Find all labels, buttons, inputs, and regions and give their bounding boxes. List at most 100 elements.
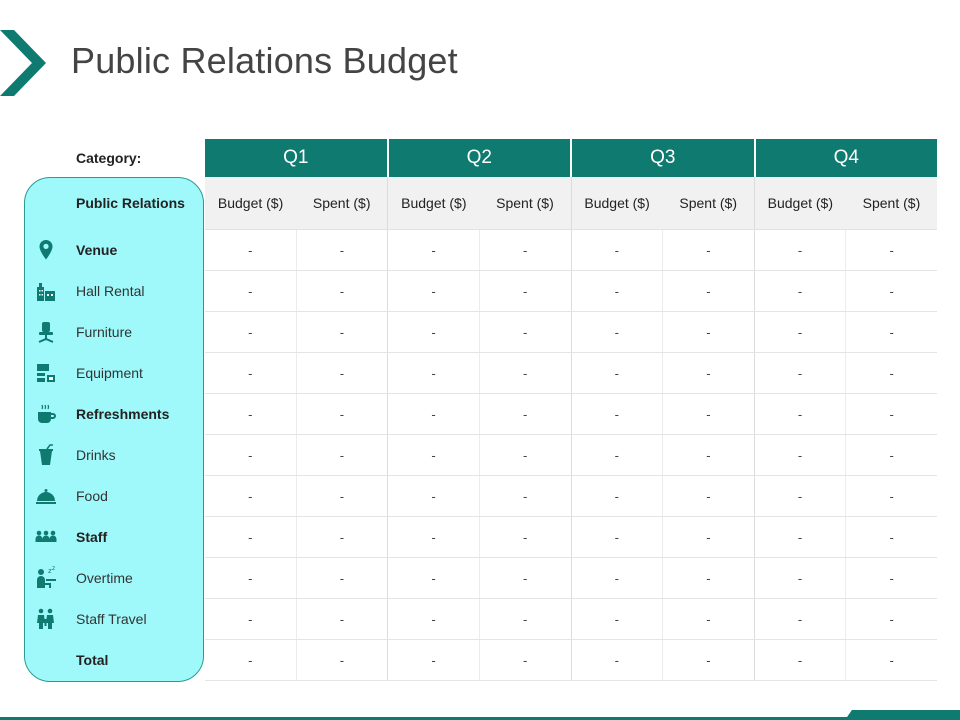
table-cell: -: [297, 353, 389, 393]
table-cell: -: [755, 435, 847, 475]
table-cell: -: [480, 353, 572, 393]
table-cell: -: [663, 353, 755, 393]
table-cell: -: [205, 271, 297, 311]
table-cell: -: [480, 558, 572, 598]
table-cell: -: [388, 640, 480, 680]
row-label: Furniture: [76, 323, 133, 340]
table-cell: -: [205, 640, 297, 680]
table-cell: -: [755, 476, 847, 516]
table-cell: -: [663, 271, 755, 311]
table-cell: -: [297, 599, 389, 639]
table-cell: -: [297, 312, 389, 352]
table-cell: -: [388, 476, 480, 516]
chevron-logo-icon: [0, 30, 46, 96]
table-cell: -: [663, 435, 755, 475]
table-cell: -: [388, 435, 480, 475]
table-cell: -: [205, 230, 297, 270]
table-cell: -: [480, 271, 572, 311]
table-cell: -: [388, 394, 480, 434]
table-cell: -: [572, 394, 664, 434]
row-label: Staff Travel: [76, 610, 147, 627]
travelers-icon: [37, 608, 54, 629]
table-cell: -: [663, 312, 755, 352]
table-cell: -: [572, 640, 664, 680]
budget-header: Budget ($): [584, 195, 650, 211]
table-cell: -: [663, 476, 755, 516]
table-cell: -: [572, 271, 664, 311]
table-cell: -: [755, 271, 847, 311]
row-label: Total: [76, 651, 109, 668]
row-label: Food: [76, 487, 108, 504]
table-cell: -: [297, 558, 389, 598]
table-cell: -: [480, 640, 572, 680]
table-cell: -: [205, 394, 297, 434]
table-cell: -: [572, 476, 664, 516]
table-cell: -: [572, 558, 664, 598]
table-cell: -: [572, 353, 664, 393]
table-row: --------: [205, 271, 937, 312]
table-cell: -: [205, 312, 297, 352]
hot-cup-icon: [38, 404, 56, 423]
table-cell: -: [480, 435, 572, 475]
table-cell: -: [297, 640, 389, 680]
spent-header: Spent ($): [296, 177, 389, 229]
table-cell: -: [755, 230, 847, 270]
table-cell: -: [889, 242, 894, 258]
footer-tab: [845, 710, 960, 720]
table-cell: -: [663, 517, 755, 557]
table-cell: -: [889, 447, 894, 463]
spent-header: Spent ($): [479, 177, 572, 229]
table-cell: -: [297, 517, 389, 557]
table-cell: -: [889, 406, 894, 422]
table-cell: -: [663, 558, 755, 598]
table-cell: -: [889, 652, 894, 668]
left-header-label: Public Relations: [76, 195, 185, 211]
table-cell: -: [205, 558, 297, 598]
budget-header: Budget ($): [401, 195, 467, 211]
drink-cup-icon: [39, 443, 53, 465]
table-row: --------: [205, 353, 937, 394]
table-cell: -: [889, 570, 894, 586]
spent-header: Spent ($): [663, 177, 755, 229]
table-cell: -: [388, 230, 480, 270]
table-cell: -: [205, 517, 297, 557]
budget-table: Q1 Q2 Q3 Q4 Budget ($) Spent ($) Budget ($) Sp…: [205, 139, 937, 681]
table-cell: -: [755, 558, 847, 598]
table-row: --------: [205, 476, 937, 517]
budget-header: Budget ($): [217, 195, 284, 211]
row-label: Staff: [76, 528, 108, 545]
table-cell: -: [572, 599, 664, 639]
table-cell: -: [388, 599, 480, 639]
table-cell: -: [663, 599, 755, 639]
table-cell: -: [388, 353, 480, 393]
table-cell: -: [889, 283, 894, 299]
table-cell: -: [889, 324, 894, 340]
table-cell: -: [205, 435, 297, 475]
row-label: Venue: [76, 241, 118, 258]
table-cell: -: [297, 476, 389, 516]
table-cell: -: [889, 611, 894, 627]
table-cell: -: [755, 517, 847, 557]
quarter-header-row: Q1 Q2 Q3 Q4: [205, 139, 937, 177]
table-cell: -: [572, 435, 664, 475]
table-cell: -: [205, 476, 297, 516]
table-cell: -: [889, 365, 894, 381]
table-cell: -: [480, 517, 572, 557]
row-label: Overtime: [76, 569, 133, 586]
table-cell: -: [205, 599, 297, 639]
table-row: --------: [205, 517, 937, 558]
row-label: Hall Rental: [76, 282, 145, 299]
table-row: --------: [205, 435, 937, 476]
table-cell: -: [480, 230, 572, 270]
table-cell: -: [480, 599, 572, 639]
table-cell: -: [297, 230, 389, 270]
location-pin-icon: [39, 239, 53, 259]
category-label: Category:: [76, 150, 142, 166]
svg-text:z: z: [48, 567, 52, 575]
spent-header: Spent ($): [862, 195, 921, 211]
sub-header-row: Budget ($) Spent ($) Budget ($) Spent ($) Bu…: [205, 177, 937, 230]
footer-line: [0, 717, 960, 720]
row-label: Equipment: [76, 364, 143, 381]
table-cell: -: [388, 558, 480, 598]
